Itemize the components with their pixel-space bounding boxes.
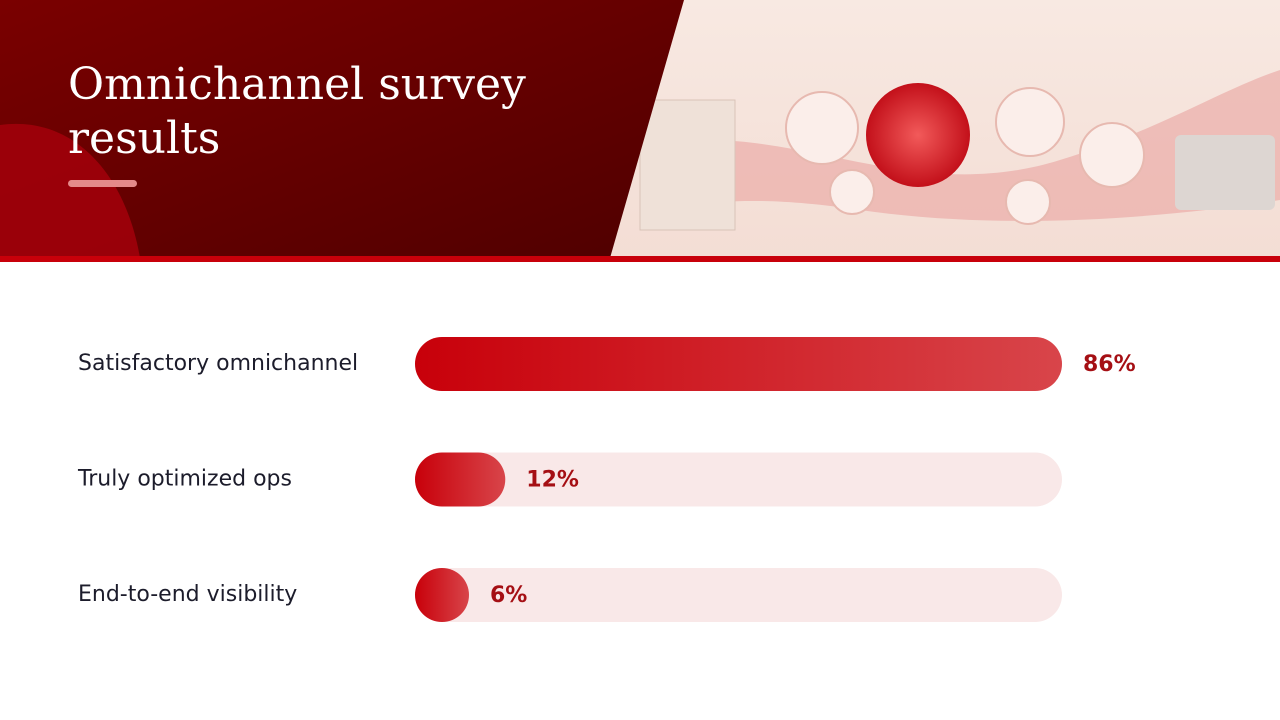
title-panel-arc <box>0 123 140 258</box>
value-label: 12% <box>526 468 579 493</box>
bar <box>415 452 506 507</box>
bar-track <box>415 452 1062 507</box>
illustration-globe <box>866 83 970 187</box>
value-label: 86% <box>1083 352 1136 377</box>
chart: Satisfactory omnichannel 86% Truly optimiz… <box>77 337 1136 622</box>
illustration-icons <box>785 87 1145 225</box>
illustration-van <box>1175 135 1275 210</box>
header-rule <box>0 256 1280 262</box>
category-label: Truly optimized ops <box>77 467 292 492</box>
bar-track <box>415 568 1062 622</box>
category-label: Satisfactory omnichannel <box>78 351 358 376</box>
category-label: End-to-end visibility <box>78 582 297 607</box>
value-label: 6% <box>490 583 527 608</box>
title-panel <box>0 0 684 258</box>
title-underline <box>68 180 137 187</box>
header-banner <box>0 0 1280 262</box>
chart-title: Omnichannel survey results <box>68 59 526 164</box>
illustration-shelf <box>639 99 736 231</box>
bar <box>415 568 469 622</box>
bar <box>415 337 1062 391</box>
